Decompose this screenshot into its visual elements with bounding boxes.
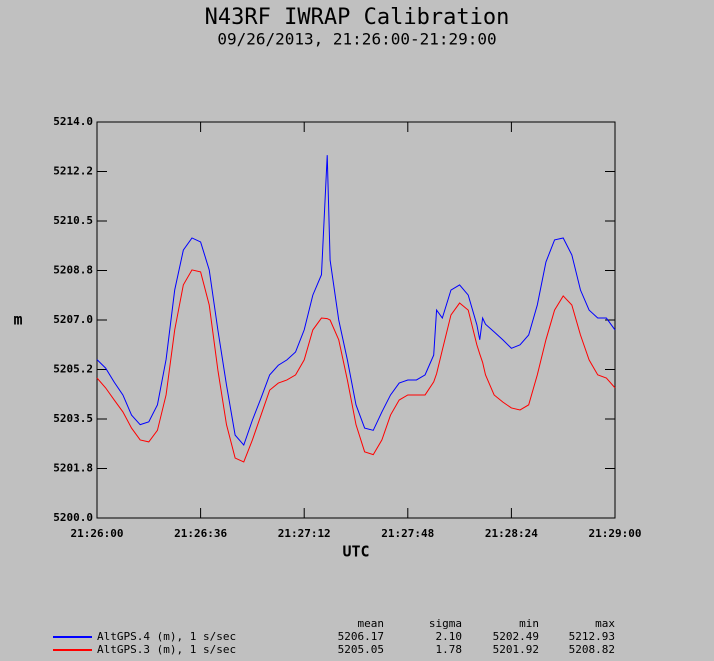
- y-tick-label: 5214.0: [53, 115, 93, 128]
- stats-value: 5206.17: [338, 630, 384, 643]
- data-line: [96, 155, 616, 446]
- stats-value: 5208.82: [569, 643, 615, 656]
- x-tick-label: 21:29:00: [589, 527, 642, 540]
- stats-value: 5212.93: [569, 630, 615, 643]
- stats-header: min: [519, 617, 539, 630]
- y-tick-label: 5210.5: [53, 214, 93, 227]
- legend-label: AltGPS.3 (m), 1 s/sec: [97, 643, 236, 656]
- x-tick-label: 21:26:00: [71, 527, 124, 540]
- y-tick-label: 5205.2: [53, 363, 93, 376]
- x-axis-label: UTC: [342, 543, 369, 561]
- data-line: [96, 269, 616, 463]
- y-tick-label: 5201.8: [53, 462, 93, 475]
- stats-value: 5202.49: [493, 630, 539, 643]
- chart-subtitle: 09/26/2013, 21:26:00-21:29:00: [217, 30, 496, 49]
- x-tick-label: 21:28:24: [485, 527, 538, 540]
- stats-header: mean: [358, 617, 385, 630]
- stats-header: max: [595, 617, 615, 630]
- y-tick-label: 5207.0: [53, 313, 93, 326]
- x-tick-label: 21:27:48: [381, 527, 434, 540]
- y-tick-label: 5200.0: [53, 511, 93, 524]
- y-tick-label: 5203.5: [53, 412, 93, 425]
- stats-value: 5201.92: [493, 643, 539, 656]
- y-tick-label: 5212.2: [53, 165, 93, 178]
- legend-label: AltGPS.4 (m), 1 s/sec: [97, 630, 236, 643]
- y-axis-label: m: [13, 311, 22, 329]
- chart-title: N43RF IWRAP Calibration: [205, 5, 510, 30]
- stats-header: sigma: [429, 617, 462, 630]
- y-tick-label: 5208.8: [53, 264, 93, 277]
- stats-value: 5205.05: [338, 643, 384, 656]
- stats-value: 1.78: [436, 643, 463, 656]
- stats-value: 2.10: [436, 630, 463, 643]
- x-tick-label: 21:27:12: [278, 527, 331, 540]
- x-tick-label: 21:26:36: [174, 527, 227, 540]
